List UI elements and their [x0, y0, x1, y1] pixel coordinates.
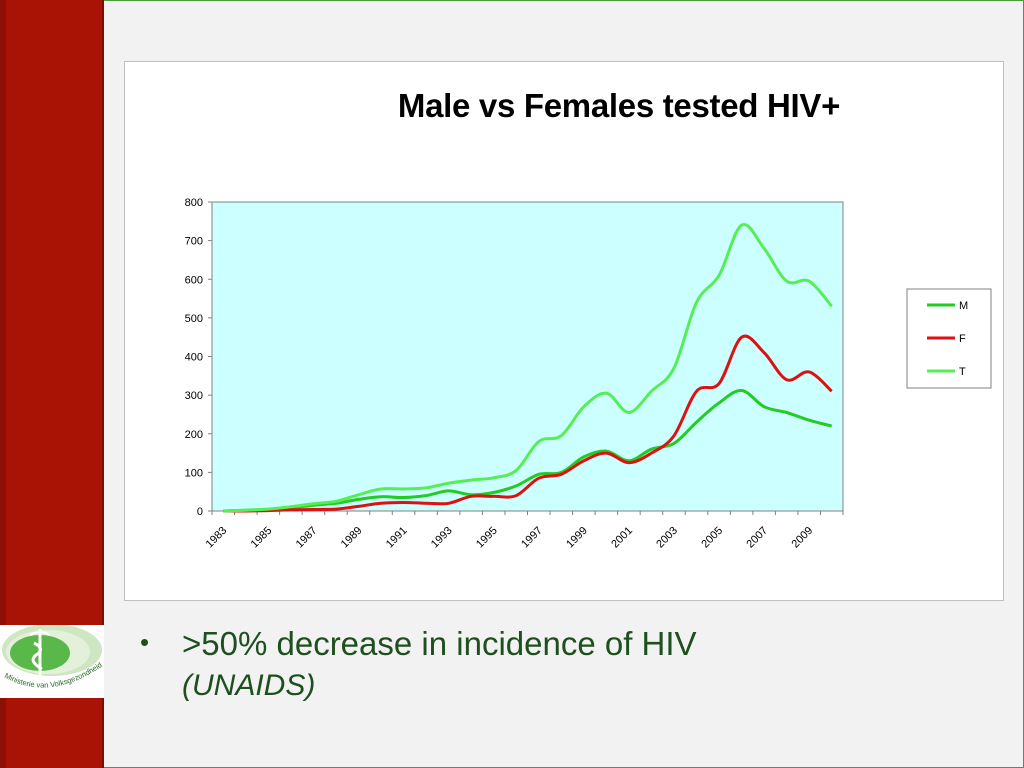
- series-line-F: [223, 334, 833, 513]
- y-tick-label: 0: [197, 506, 203, 518]
- y-tick-label: 100: [185, 467, 203, 479]
- y-tick-label: 600: [185, 274, 203, 286]
- x-tick-label: 1983: [204, 525, 230, 551]
- plot-area: [211, 201, 844, 512]
- y-tick-label: 500: [185, 313, 203, 325]
- bullet-text: >50% decrease in incidence of HIV: [182, 625, 697, 662]
- x-tick-label: 2005: [699, 525, 725, 551]
- y-tick-label: 400: [185, 352, 203, 364]
- bullet-dot-icon: •: [140, 627, 150, 657]
- x-tick-label: 1991: [384, 525, 410, 551]
- x-tick-label: 1997: [519, 525, 545, 551]
- legend-label-F: F: [959, 333, 966, 345]
- y-tick-label: 200: [185, 429, 203, 441]
- ministry-logo-icon: Ministerie van Volksgezondheid: [2, 624, 104, 690]
- legend-label-T: T: [959, 366, 966, 378]
- x-tick-label: 1993: [429, 525, 455, 551]
- line-chart: 0 100 200 300 400 500 600 700 800 1983 1985 1987 198…: [185, 197, 992, 551]
- x-tick-label: 2001: [609, 525, 635, 551]
- x-tick-label: 2009: [790, 525, 816, 551]
- series-line-M: [223, 388, 833, 513]
- chart-title: Male vs Females tested HIV+: [397, 87, 841, 124]
- x-tick-label: 1995: [474, 525, 500, 551]
- y-tick-label: 700: [185, 236, 203, 248]
- bullet-source: (UNAIDS): [182, 669, 316, 702]
- y-tick-label: 800: [185, 197, 203, 209]
- x-tick-label: 1985: [249, 525, 275, 551]
- x-tick-label: 1999: [564, 525, 590, 551]
- x-tick-label: 1989: [339, 525, 365, 551]
- left-bar-edge: [0, 0, 6, 768]
- series-line-T: [223, 223, 833, 513]
- legend-label-M: M: [959, 300, 968, 312]
- y-tick-label: 300: [185, 390, 203, 402]
- x-tick-label: 1987: [294, 525, 320, 551]
- x-tick-label: 2003: [654, 525, 680, 551]
- chart-container: Male vs Females tested HIV+ 0 100 200 300 40…: [124, 61, 1004, 601]
- ministry-logo: Ministerie van Volksgezondheid: [0, 624, 104, 698]
- x-tick-label: 2007: [744, 525, 770, 551]
